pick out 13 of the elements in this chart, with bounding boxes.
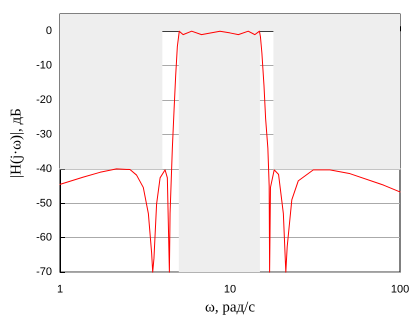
x-tick-label: 10 [224,284,236,296]
y-tick-label: -10 [36,60,52,72]
x-axis-title: ω, рад/с [205,300,256,316]
x-tick-label: 1 [56,284,64,296]
y-axis-title: |H(j·ω)|, дБ [8,108,24,178]
y-tick-label: -40 [36,162,52,175]
y-tick-label: 0 [46,25,52,38]
y-tick-label: -50 [36,197,52,210]
y-tick-label: -60 [36,232,52,244]
y-tick-label: -20 [36,94,52,106]
x-tick-label: 100 [390,284,410,296]
y-tick-label: -30 [36,128,52,140]
y-tick-label: -70 [36,266,52,278]
